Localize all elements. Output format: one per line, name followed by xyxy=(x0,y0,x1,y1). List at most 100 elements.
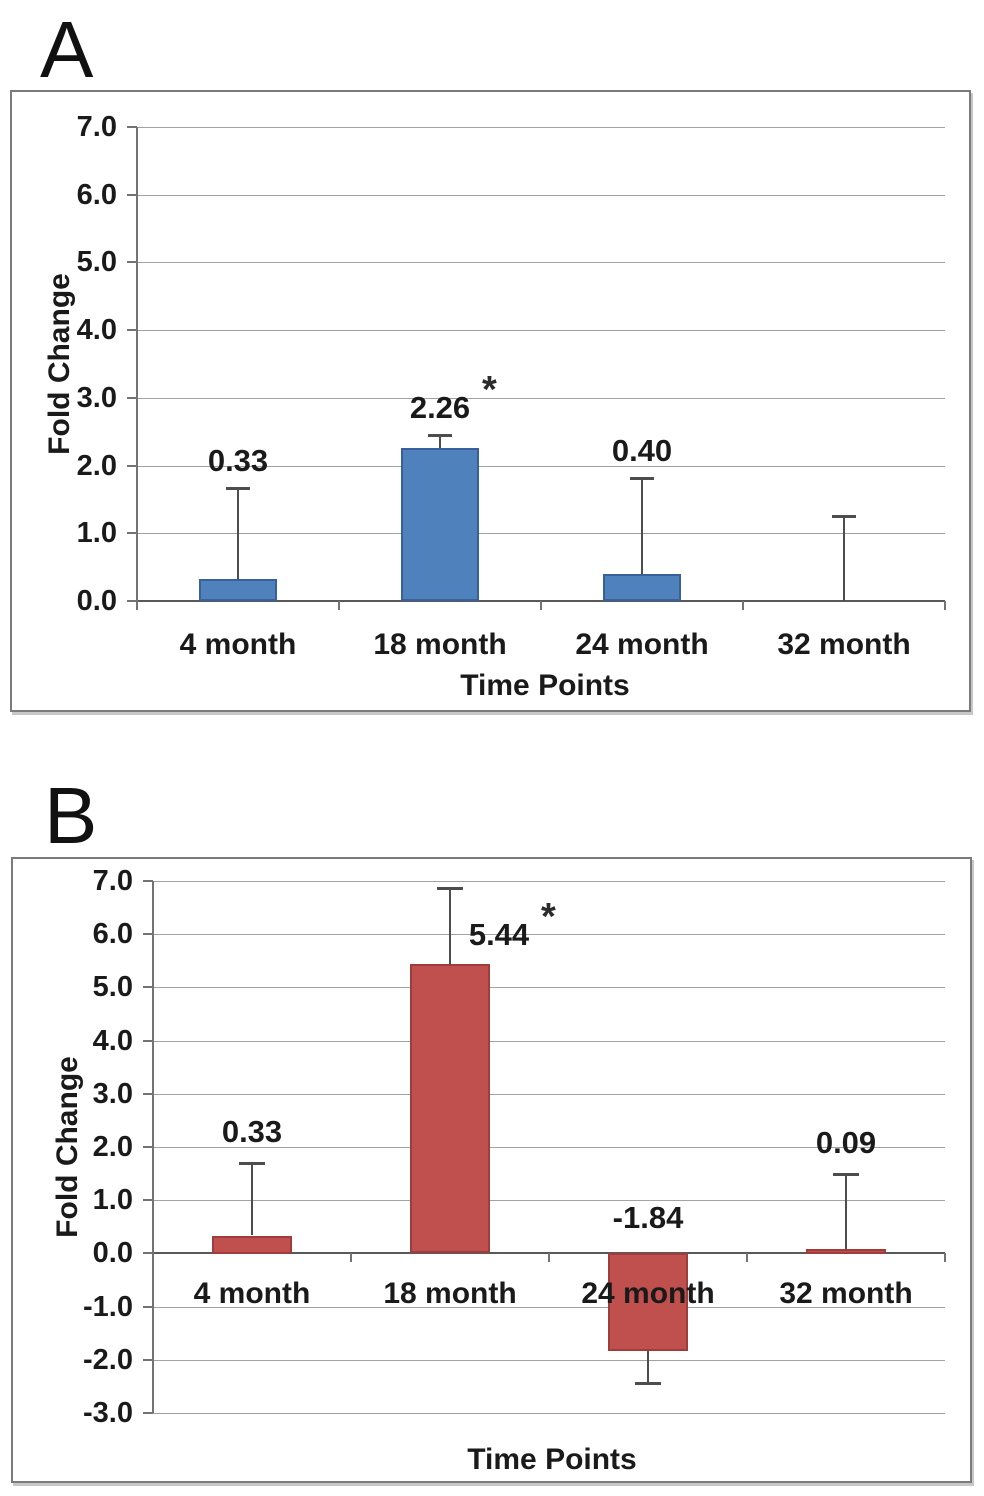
error-bar-4-month xyxy=(237,488,239,579)
data-label-18-month: 2.26 * xyxy=(350,371,530,425)
gridline xyxy=(137,330,945,331)
y-axis-tick xyxy=(143,1412,153,1414)
y-tick-label: 3.0 xyxy=(76,382,117,414)
y-tick-label: 7.0 xyxy=(76,111,117,143)
bar-24-month xyxy=(603,574,681,601)
data-label-32-month: 0.09 xyxy=(756,1126,936,1160)
gridline xyxy=(153,1413,945,1414)
data-label-value: 0.40 xyxy=(611,433,673,468)
y-axis-title: Fold Change xyxy=(43,273,76,455)
y-axis-tick xyxy=(143,880,153,882)
panel-b-frame xyxy=(11,857,972,1483)
y-tick-label: 3.0 xyxy=(92,1078,133,1110)
y-tick-label: 5.0 xyxy=(92,971,133,1003)
error-bar-32-month xyxy=(845,1174,847,1249)
y-axis-tick xyxy=(143,1040,153,1042)
x-axis-title: Time Points xyxy=(467,1443,637,1476)
category-label-18-month: 18 month xyxy=(383,1277,517,1310)
data-label-value: 5.44 xyxy=(468,917,530,952)
y-axis-tick xyxy=(127,465,137,467)
gridline xyxy=(153,1200,945,1201)
y-tick-label: 7.0 xyxy=(92,865,133,897)
y-axis-tick xyxy=(127,126,137,128)
y-axis-tick xyxy=(127,194,137,196)
x-axis-tick xyxy=(152,1253,154,1263)
panel-a-frame xyxy=(10,90,971,712)
data-label-value: 0.33 xyxy=(207,443,269,478)
y-axis-tick xyxy=(143,1093,153,1095)
x-axis-line xyxy=(153,1252,945,1254)
gridline xyxy=(137,262,945,263)
y-axis-title: Fold Change xyxy=(51,1056,84,1238)
data-label-24-month: 0.40 xyxy=(552,434,732,468)
y-tick-label: -2.0 xyxy=(83,1344,133,1376)
category-label-32-month: 32 month xyxy=(779,1277,913,1310)
data-label-value: -1.84 xyxy=(612,1200,684,1235)
data-label-value: 0.09 xyxy=(815,1125,877,1160)
gridline xyxy=(137,533,945,534)
y-tick-label: 0.0 xyxy=(92,1237,133,1269)
y-tick-label: 2.0 xyxy=(92,1131,133,1163)
x-axis-tick xyxy=(338,600,340,610)
panel-b-letter: B xyxy=(44,771,98,860)
y-tick-label: 6.0 xyxy=(76,179,117,211)
category-label-4-month: 4 month xyxy=(193,1277,311,1310)
data-label-18-month: 5.44 * xyxy=(409,898,589,952)
gridline xyxy=(153,1307,945,1308)
category-label-24-month: 24 month xyxy=(581,1277,715,1310)
category-label-4-month: 4 month xyxy=(179,628,297,661)
y-axis-tick xyxy=(143,1252,153,1254)
y-tick-label: 0.0 xyxy=(76,585,117,617)
error-bar-cap-18-month xyxy=(428,434,452,437)
x-axis-tick xyxy=(944,600,946,610)
bar-18-month xyxy=(410,964,490,1253)
y-tick-label: 1.0 xyxy=(76,517,117,549)
category-label-32-month: 32 month xyxy=(777,628,911,661)
gridline xyxy=(137,195,945,196)
bar-18-month xyxy=(401,448,479,601)
data-label-4-month: 0.33 xyxy=(162,1115,342,1149)
y-axis-line xyxy=(152,881,154,1413)
data-label-4-month: 0.33 xyxy=(148,444,328,478)
bar-4-month xyxy=(212,1236,292,1254)
error-bar-cap-32-month xyxy=(833,1173,859,1176)
y-axis-tick xyxy=(143,1306,153,1308)
error-bar-cap-18-month xyxy=(437,887,463,890)
bar-4-month xyxy=(199,579,277,601)
y-axis-tick xyxy=(127,329,137,331)
error-bar-4-month xyxy=(251,1163,253,1235)
bar-32-month xyxy=(806,1249,886,1254)
y-axis-tick xyxy=(143,933,153,935)
y-tick-label: -3.0 xyxy=(83,1397,133,1429)
panel-a-letter: A xyxy=(40,5,94,94)
x-axis-tick xyxy=(548,1253,550,1263)
x-axis-tick xyxy=(746,1253,748,1263)
error-bar-cap-4-month xyxy=(239,1162,265,1165)
y-axis-line xyxy=(136,127,138,601)
x-axis-tick xyxy=(350,1253,352,1263)
error-bar-cap-24-month xyxy=(635,1382,661,1385)
y-axis-tick xyxy=(127,600,137,602)
y-axis-tick xyxy=(127,397,137,399)
data-label-value: 0.33 xyxy=(221,1114,283,1149)
gridline xyxy=(153,1147,945,1148)
significance-asterisk: * xyxy=(482,369,497,411)
x-axis-tick xyxy=(540,600,542,610)
y-tick-label: 1.0 xyxy=(92,1184,133,1216)
bar-24-month xyxy=(608,1253,688,1351)
error-bar-32-month xyxy=(843,516,845,601)
gridline xyxy=(153,881,945,882)
error-bar-cap-4-month xyxy=(226,487,250,490)
gridline xyxy=(137,127,945,128)
gridline xyxy=(153,1360,945,1361)
y-axis-tick xyxy=(143,986,153,988)
y-axis-tick xyxy=(127,261,137,263)
data-label-24-month: -1.84 xyxy=(558,1201,738,1235)
y-axis-tick xyxy=(127,532,137,534)
gridline xyxy=(153,934,945,935)
y-tick-label: 5.0 xyxy=(76,246,117,278)
gridline xyxy=(137,398,945,399)
category-label-24-month: 24 month xyxy=(575,628,709,661)
gridline xyxy=(153,1041,945,1042)
